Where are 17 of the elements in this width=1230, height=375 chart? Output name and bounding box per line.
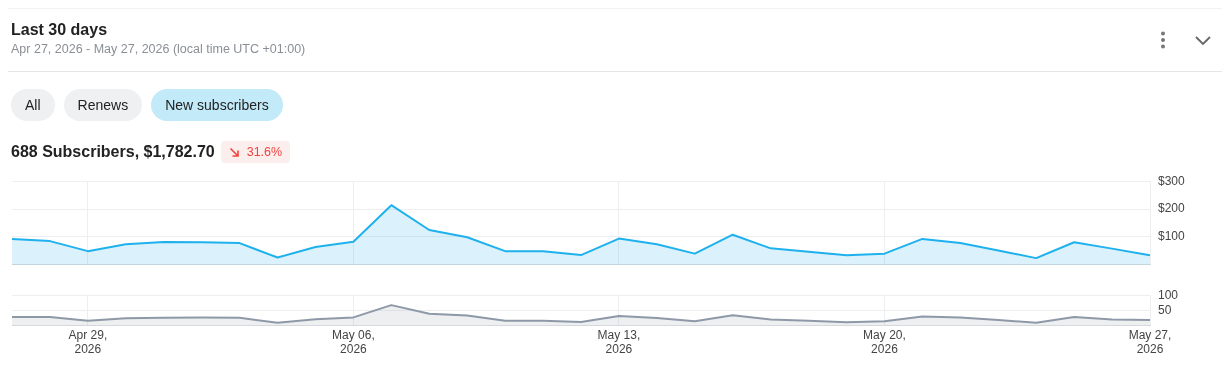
text: 688 Subscribers, $1,782.70 bbox=[11, 143, 215, 161]
x-tick-label: May 20, 2026 bbox=[863, 327, 906, 357]
y-tick-label: 100 bbox=[1158, 287, 1179, 302]
y-tick-label: $300 bbox=[1158, 173, 1186, 188]
x-tick-label: Apr 29, 2026 bbox=[68, 327, 108, 357]
y-tick-label: $200 bbox=[1158, 201, 1186, 216]
text: Renews bbox=[63, 89, 143, 121]
text: New subscribers bbox=[151, 89, 283, 121]
text: 31.6% bbox=[246, 145, 283, 159]
x-tick-label: May 13, 2026 bbox=[597, 327, 641, 357]
text: All bbox=[11, 89, 55, 121]
chart-subtitle: Apr 27, 2026 - May 27, 2026 (local time UTC +01:00) bbox=[11, 42, 307, 56]
x-tick-label: May 27, 2026 bbox=[1128, 327, 1172, 357]
x-tick-label: May 06, 2026 bbox=[332, 327, 375, 357]
y-tick-label: $100 bbox=[1158, 229, 1186, 244]
chart-title: Last 30 days bbox=[11, 21, 109, 39]
y-tick-label: 50 bbox=[1158, 302, 1172, 317]
